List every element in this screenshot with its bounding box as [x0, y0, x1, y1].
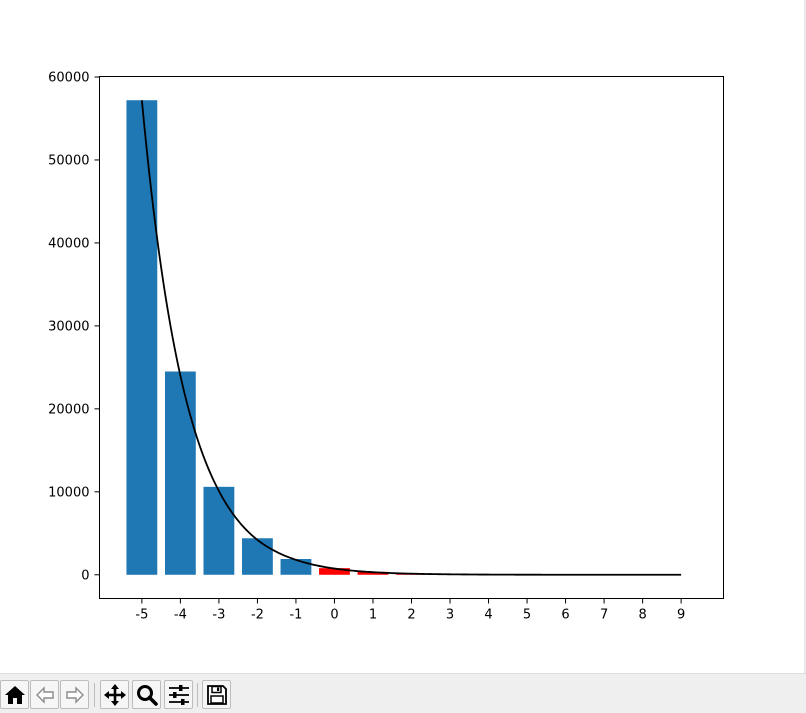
- y-tick-label: 60000: [48, 71, 89, 86]
- x-tick-label: -1: [289, 608, 302, 623]
- toolbar-separator: [94, 683, 95, 707]
- y-tick-label: 30000: [48, 319, 89, 334]
- bar--5: [126, 100, 158, 575]
- y-tick-label: 40000: [48, 236, 89, 251]
- x-tick-label: 9: [677, 608, 685, 623]
- bar--3: [203, 486, 235, 575]
- window-edge: [804, 0, 806, 673]
- home-icon: [4, 685, 25, 704]
- sliders-icon: [168, 684, 189, 705]
- x-tick-label: 0: [330, 608, 338, 623]
- bar-0: [319, 568, 350, 575]
- x-tick-label: -4: [174, 608, 187, 623]
- x-tick-label: 7: [600, 608, 608, 623]
- bar--1: [280, 559, 312, 575]
- fit-curve-line: [140, 100, 682, 576]
- y-tick-label: 0: [81, 568, 89, 583]
- zoom-button[interactable]: [132, 680, 161, 709]
- forward-arrow-icon: [65, 685, 84, 704]
- bar-chart: -5 -4 -3 -2 -1 0 1 2 3 4 5 6 7 8 9 0 10000 20000 30000 400…: [48, 71, 724, 623]
- y-axis: 0 10000 20000 30000 40000 50000 60000: [48, 71, 100, 583]
- x-tick-label: 4: [484, 608, 492, 623]
- x-tick-label: -3: [212, 608, 225, 623]
- x-tick-label: 2: [407, 608, 415, 623]
- x-tick-label: 6: [561, 608, 569, 623]
- x-tick-label: -5: [135, 608, 148, 623]
- fit-curve-group: [140, 100, 682, 576]
- move-icon: [103, 683, 126, 706]
- x-tick-label: 5: [523, 608, 531, 623]
- x-axis: -5 -4 -3 -2 -1 0 1 2 3 4 5 6 7 8 9: [135, 598, 685, 623]
- forward-button[interactable]: [60, 680, 89, 709]
- y-tick-label: 10000: [48, 485, 89, 500]
- toolbar-separator: [197, 683, 198, 707]
- y-tick-label: 50000: [48, 153, 89, 168]
- save-button[interactable]: [202, 680, 231, 709]
- x-tick-label: 8: [638, 608, 646, 623]
- x-tick-label: -2: [251, 608, 264, 623]
- zoom-icon: [136, 684, 158, 706]
- x-tick-label: 3: [446, 608, 454, 623]
- bars-group: [126, 100, 427, 575]
- home-button[interactable]: [0, 680, 29, 709]
- back-arrow-icon: [35, 685, 54, 704]
- configure-subplots-button[interactable]: [164, 680, 193, 709]
- bar--2: [242, 538, 273, 575]
- bar--4: [164, 371, 196, 575]
- pan-button[interactable]: [100, 680, 129, 709]
- figure-canvas: -5 -4 -3 -2 -1 0 1 2 3 4 5 6 7 8 9 0 10000 20000 30000 400…: [48, 70, 724, 623]
- navigation-toolbar: [0, 673, 806, 713]
- bar-1: [357, 571, 389, 575]
- back-button[interactable]: [30, 680, 59, 709]
- y-tick-label: 20000: [48, 402, 89, 417]
- x-tick-label: 1: [369, 608, 377, 623]
- save-icon: [206, 684, 227, 705]
